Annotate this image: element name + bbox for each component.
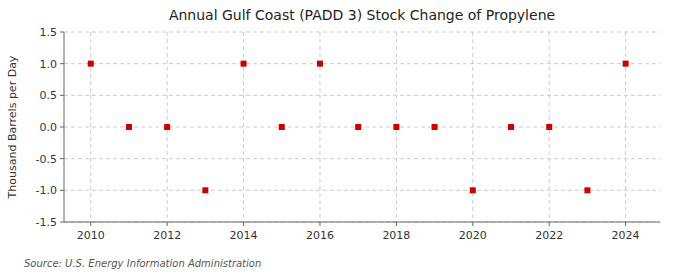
y-grid-line — [64, 127, 660, 128]
chart-svg: -1.5 -1.0 -0.5 0.0 0.5 1.0 1.5 2010 2012 2014 2016… — [0, 0, 675, 275]
data-point — [355, 124, 361, 130]
x-grid-line — [625, 32, 626, 222]
x-tick-label: 2024 — [612, 229, 640, 242]
data-point — [508, 124, 514, 130]
y-grid-line — [64, 190, 660, 191]
data-point — [88, 61, 94, 67]
data-point — [279, 124, 285, 130]
chart-title: Annual Gulf Coast (PADD 3) Stock Change … — [169, 7, 555, 23]
x-tick-label: 2022 — [535, 229, 563, 242]
data-point — [393, 124, 399, 130]
x-grid-line — [319, 32, 320, 222]
y-tick — [60, 95, 64, 96]
x-tick-label: 2010 — [77, 229, 105, 242]
x-tick — [549, 222, 550, 226]
chart-container: -1.5 -1.0 -0.5 0.0 0.5 1.0 1.5 2010 2012 2014 2016… — [0, 0, 675, 275]
y-tick-label: -0.5 — [36, 153, 57, 166]
y-tick-label: 0.0 — [40, 121, 58, 134]
points — [88, 61, 629, 194]
y-tick-label: -1.5 — [36, 216, 57, 229]
y-grid-line — [64, 32, 660, 33]
y-tick — [60, 158, 64, 159]
x-tick — [319, 222, 320, 226]
x-tick-label: 2016 — [306, 229, 334, 242]
x-tick — [472, 222, 473, 226]
y-grid-line — [64, 95, 660, 96]
y-tick — [60, 63, 64, 64]
y-tick-label: 1.0 — [40, 58, 58, 71]
data-point — [241, 61, 247, 67]
y-tick-label: -1.0 — [36, 184, 57, 197]
x-tick — [90, 222, 91, 226]
data-point — [546, 124, 552, 130]
y-grid-line — [64, 158, 660, 159]
x-tick — [625, 222, 626, 226]
x-tick — [167, 222, 168, 226]
y-tick — [60, 222, 64, 223]
y-grid-line — [64, 222, 660, 223]
data-point — [202, 187, 208, 193]
y-axis-line — [64, 32, 65, 222]
x-tick-label: 2020 — [459, 229, 487, 242]
x-grid-line — [472, 32, 473, 222]
y-grid-line — [64, 63, 660, 64]
axes: -1.5 -1.0 -0.5 0.0 0.5 1.0 1.5 2010 2012 2014 2016… — [36, 26, 660, 242]
x-tick — [243, 222, 244, 226]
x-tick-label: 2012 — [153, 229, 181, 242]
y-axis-label: Thousand Barrels per Day — [6, 55, 19, 199]
x-tick-label: 2018 — [382, 229, 410, 242]
grid — [64, 32, 660, 222]
data-point — [584, 187, 590, 193]
y-tick-label: 0.5 — [40, 89, 58, 102]
source-note: Source: U.S. Energy Information Administ… — [24, 258, 261, 269]
data-point — [164, 124, 170, 130]
x-axis-line — [64, 222, 660, 223]
y-tick — [60, 127, 64, 128]
x-grid-line — [243, 32, 244, 222]
x-tick-label: 2014 — [230, 229, 258, 242]
x-tick — [396, 222, 397, 226]
data-point — [623, 61, 629, 67]
data-point — [470, 187, 476, 193]
y-tick — [60, 32, 64, 33]
y-tick — [60, 190, 64, 191]
y-tick-label: 1.5 — [40, 26, 58, 39]
x-grid-line — [90, 32, 91, 222]
data-point — [432, 124, 438, 130]
data-point — [317, 61, 323, 67]
data-point — [126, 124, 132, 130]
